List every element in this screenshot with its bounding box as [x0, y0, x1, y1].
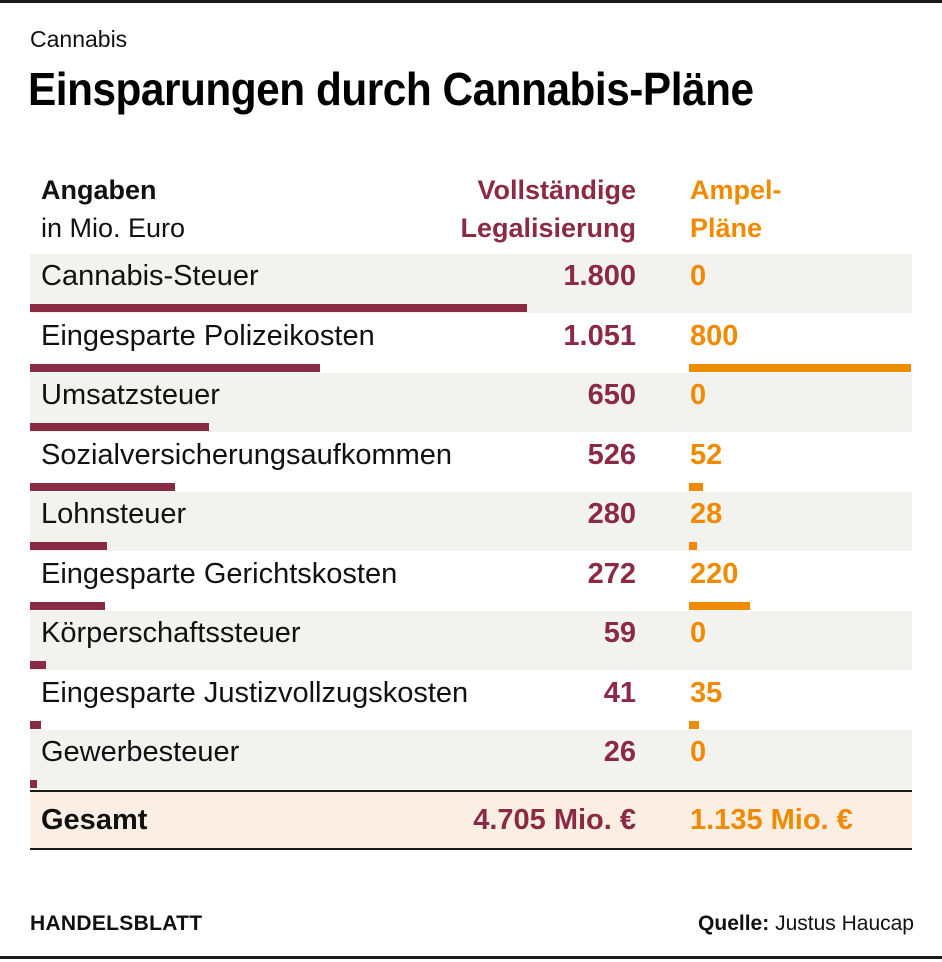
table-row: Umsatzsteuer 650 0	[30, 373, 912, 432]
header-ampel-line1: Ampel-	[690, 175, 782, 205]
full-value: 1.800	[563, 260, 636, 292]
row-label: Lohnsteuer	[41, 498, 187, 530]
ampel-value: 0	[690, 617, 707, 649]
table-row: Sozialversicherungsaufkommen 526 52	[30, 433, 912, 492]
bottom-rule	[0, 956, 942, 959]
ampel-bar	[689, 601, 751, 610]
full-value: 272	[587, 557, 636, 590]
full-value: 59	[603, 617, 636, 649]
total-ampel-value: 1.135 Mio. €	[690, 804, 853, 836]
row-label: Eingesparte Justizvollzugskosten	[41, 676, 469, 709]
ampel-bar	[689, 482, 704, 491]
row-label: Eingesparte Gerichtskosten	[41, 557, 398, 590]
full-value: 1.051	[563, 319, 636, 352]
full-bar	[30, 363, 321, 372]
full-value: 280	[587, 498, 636, 530]
total-label: Gesamt	[41, 804, 148, 836]
ampel-bar	[689, 363, 911, 372]
table-row: Eingesparte Gerichtskosten 272 220	[30, 552, 912, 611]
table-row: Körperschaftssteuer 59 0	[30, 611, 912, 670]
kicker: Cannabis	[30, 26, 128, 52]
column-header-ampel: Ampel- Pläne	[690, 171, 782, 247]
source-label: Quelle:	[698, 912, 770, 935]
row-label: Körperschaftssteuer	[41, 617, 301, 649]
full-bar	[30, 542, 108, 550]
source-note: Quelle: Justus Haucap	[698, 912, 914, 936]
row-label: Gewerbesteuer	[41, 736, 240, 768]
full-value: 650	[587, 379, 636, 411]
row-label: Umsatzsteuer	[41, 379, 220, 411]
full-bar	[30, 482, 176, 491]
full-bar	[30, 720, 42, 729]
full-bar	[30, 780, 38, 788]
ampel-value: 52	[690, 438, 723, 471]
ampel-value: 35	[690, 676, 723, 709]
total-row: Gesamt 4.705 Mio. € 1.135 Mio. €	[30, 790, 912, 850]
full-bar	[30, 423, 210, 431]
full-bar	[30, 661, 47, 669]
header-label-unit: in Mio. Euro	[41, 213, 186, 243]
chart-title: Einsparungen durch Cannabis-Pläne	[28, 63, 754, 115]
row-label: Sozialversicherungsaufkommen	[41, 438, 453, 471]
column-header-full: Vollständige Legalisierung	[460, 171, 636, 247]
header-ampel-line2: Pläne	[690, 213, 763, 243]
ampel-bar	[689, 542, 697, 550]
table-row: Eingesparte Justizvollzugskosten 41 35	[30, 671, 912, 730]
column-header-label: Angaben in Mio. Euro	[41, 171, 185, 247]
table-row: Gewerbesteuer 26 0	[30, 730, 912, 789]
total-full-value: 4.705 Mio. €	[473, 804, 636, 836]
ampel-bar	[689, 720, 699, 729]
ampel-value: 0	[690, 260, 707, 292]
header-full-line1: Vollständige	[477, 175, 636, 205]
full-value: 41	[603, 676, 636, 709]
table-row: Lohnsteuer 280 28	[30, 492, 912, 551]
source-value: Justus Haucap	[775, 912, 914, 935]
ampel-value: 800	[690, 319, 739, 352]
brand-logo: HANDELSBLATT	[30, 912, 203, 935]
ampel-value: 0	[690, 736, 707, 768]
full-value: 26	[603, 736, 636, 768]
row-label: Eingesparte Polizeikosten	[41, 319, 375, 352]
full-value: 526	[587, 438, 636, 471]
header-full-line2: Legalisierung	[460, 213, 636, 243]
row-label: Cannabis-Steuer	[41, 260, 259, 292]
header-label-bold: Angaben	[41, 175, 157, 205]
ampel-value: 0	[690, 379, 707, 411]
ampel-value: 220	[690, 557, 739, 590]
full-bar	[30, 601, 106, 610]
table-row: Eingesparte Polizeikosten 1.051 800	[30, 314, 912, 373]
full-bar	[30, 304, 527, 312]
table-row: Cannabis-Steuer 1.800 0	[30, 254, 912, 313]
ampel-value: 28	[690, 498, 723, 530]
top-rule	[0, 0, 942, 3]
